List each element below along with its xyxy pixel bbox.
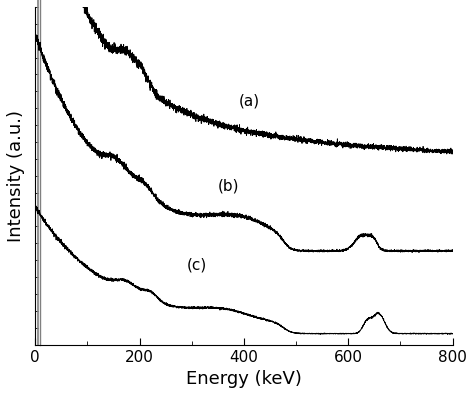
Text: (c): (c) bbox=[187, 258, 207, 273]
X-axis label: Energy (keV): Energy (keV) bbox=[186, 370, 302, 388]
Text: (b): (b) bbox=[218, 179, 239, 194]
Y-axis label: Intensity (a.u.): Intensity (a.u.) bbox=[7, 110, 25, 242]
Text: (a): (a) bbox=[239, 94, 260, 109]
